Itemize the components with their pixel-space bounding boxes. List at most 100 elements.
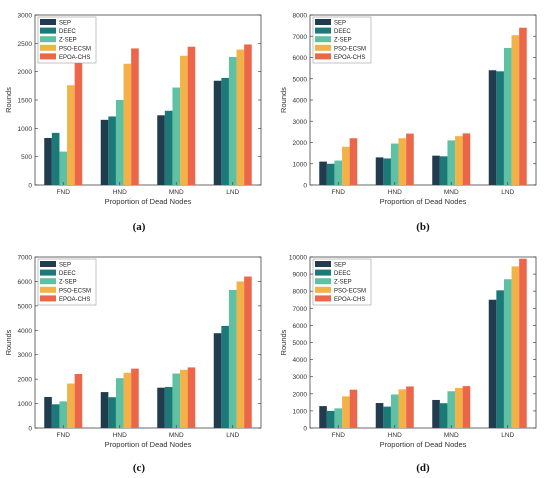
bar-sep-mnd xyxy=(157,115,165,185)
chart-panel-0: 0 500 1000 1500 2000 2500 3000 Rounds FND HND MND L… xyxy=(4,13,262,233)
bar-sep-mnd xyxy=(432,155,440,185)
bar-pso-ecsm-hnd xyxy=(123,372,132,428)
y-tick-label: 5000 xyxy=(18,303,33,310)
bar-pso-ecsm-fnd xyxy=(67,85,75,185)
bar-deec-fnd xyxy=(51,132,60,185)
bar-deec-lnd xyxy=(496,290,504,428)
y-tick-label: 7000 xyxy=(293,34,308,41)
y-tick-label: 2500 xyxy=(18,41,33,48)
legend-label: EPOA-CHS xyxy=(334,297,365,303)
legend-swatch xyxy=(315,19,331,25)
bar-sep-fnd xyxy=(44,396,52,428)
bar-sep-lnd xyxy=(488,70,497,185)
legend-label: DEEC xyxy=(334,271,351,277)
bar-z-sep-mnd xyxy=(447,140,456,185)
bar-z-sep-mnd xyxy=(172,87,181,185)
y-tick-label: 9000 xyxy=(293,272,308,279)
bar-z-sep-lnd xyxy=(503,279,512,428)
legend-swatch xyxy=(315,44,331,51)
bar-deec-fnd xyxy=(326,163,335,185)
legend-swatch xyxy=(40,27,56,34)
bar-sep-mnd xyxy=(432,399,440,428)
y-tick-label: 7000 xyxy=(293,306,308,313)
bar-epoa-chs-lnd xyxy=(519,27,527,185)
legend-label: SEP xyxy=(59,21,71,27)
legend-swatch xyxy=(315,278,331,285)
bar-deec-mnd xyxy=(439,403,448,428)
bar-deec-lnd xyxy=(221,325,229,428)
legend-swatch xyxy=(315,36,331,43)
bar-epoa-chs-mnd xyxy=(462,386,471,428)
y-tick-label: 8000 xyxy=(293,289,308,296)
bar-epoa-chs-mnd xyxy=(187,46,196,185)
legend-swatch xyxy=(315,286,331,293)
y-tick-label: 6000 xyxy=(293,55,308,62)
chart-panel-1: 0 1000 2000 3000 4000 5000 6000 7000 8000 Rounds F… xyxy=(279,13,537,233)
bar-pso-ecsm-lnd xyxy=(236,49,245,185)
legend-label: SEP xyxy=(334,263,346,269)
bar-sep-hnd xyxy=(375,157,384,185)
bar-z-sep-fnd xyxy=(59,151,68,185)
x-tick-label: MND xyxy=(444,432,459,439)
x-tick-label: LND xyxy=(226,432,239,439)
bar-z-sep-hnd xyxy=(115,100,124,185)
bar-sep-hnd xyxy=(100,119,109,185)
x-tick-label: FND xyxy=(332,189,346,196)
legend-swatch xyxy=(40,36,56,43)
bar-epoa-chs-hnd xyxy=(406,133,414,185)
y-tick-label: 2000 xyxy=(18,377,33,384)
bar-deec-lnd xyxy=(221,77,229,185)
bar-epoa-chs-hnd xyxy=(131,368,139,428)
x-tick-label: HND xyxy=(113,189,127,196)
bar-epoa-chs-lnd xyxy=(519,258,527,428)
bar-deec-hnd xyxy=(108,116,116,185)
bar-sep-hnd xyxy=(375,403,384,428)
y-tick-label: 2000 xyxy=(293,391,308,398)
legend-label: Z-SEP xyxy=(334,280,352,286)
bar-z-sep-fnd xyxy=(334,408,343,428)
x-tick-label: HND xyxy=(388,432,402,439)
y-tick-label: 4000 xyxy=(18,328,33,335)
legend-swatch xyxy=(40,269,56,276)
y-tick-label: 2000 xyxy=(18,69,33,76)
y-tick-label: 1000 xyxy=(18,401,33,408)
bar-sep-lnd xyxy=(488,299,497,428)
chart-panel-2: 0 1000 2000 3000 4000 5000 6000 7000 Rounds FND HN… xyxy=(4,255,262,474)
legend-swatch xyxy=(40,44,56,51)
y-tick-label: 4000 xyxy=(293,357,308,364)
y-tick-label: 7000 xyxy=(18,255,33,262)
bar-epoa-chs-fnd xyxy=(74,374,83,428)
bar-z-sep-hnd xyxy=(115,378,124,428)
y-tick-label: 5000 xyxy=(293,76,308,83)
x-axis-label: Proportion of Dead Nodes xyxy=(105,197,192,206)
x-tick-label: LND xyxy=(226,189,239,196)
legend-label: DEEC xyxy=(59,271,76,277)
bar-pso-ecsm-mnd xyxy=(455,387,463,428)
y-axis-label: Rounds xyxy=(4,329,13,355)
y-tick-label: 1500 xyxy=(18,98,33,105)
bar-pso-ecsm-lnd xyxy=(511,35,520,185)
legend-swatch xyxy=(315,269,331,276)
x-tick-label: MND xyxy=(169,189,184,196)
legend-label: EPOA-CHS xyxy=(59,55,90,61)
bar-pso-ecsm-hnd xyxy=(123,63,132,185)
bar-z-sep-hnd xyxy=(390,394,399,428)
bar-deec-fnd xyxy=(326,410,335,428)
legend-label: DEEC xyxy=(334,29,351,35)
legend-label: Z-SEP xyxy=(59,280,77,286)
bar-pso-ecsm-fnd xyxy=(67,383,75,428)
y-axis-label: Rounds xyxy=(279,329,288,355)
bar-epoa-chs-lnd xyxy=(244,44,252,185)
bar-pso-ecsm-lnd xyxy=(236,281,245,428)
panel-caption: (c) xyxy=(133,462,146,474)
legend-label: PSO-ECSM xyxy=(59,288,91,294)
bar-sep-lnd xyxy=(213,80,222,185)
x-tick-label: MND xyxy=(169,432,184,439)
y-tick-label: 0 xyxy=(28,426,32,433)
bar-z-sep-lnd xyxy=(228,289,237,428)
legend-label: PSO-ECSM xyxy=(334,46,366,52)
legend-label: SEP xyxy=(59,263,71,269)
bar-epoa-chs-mnd xyxy=(462,133,471,185)
x-tick-label: LND xyxy=(501,189,514,196)
bar-sep-lnd xyxy=(213,333,222,428)
